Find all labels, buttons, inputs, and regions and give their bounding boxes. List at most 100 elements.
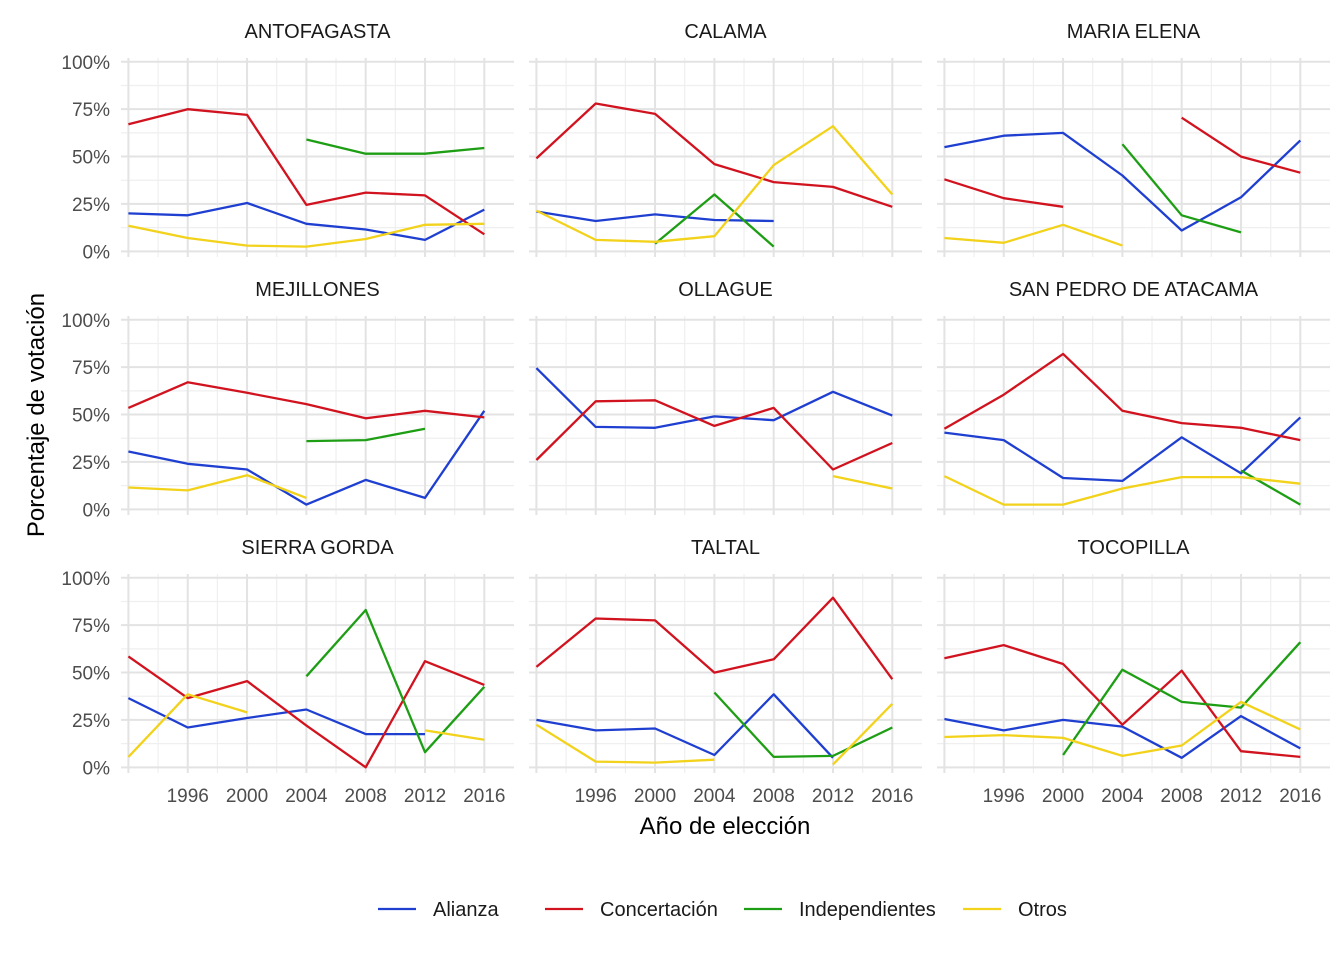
panel-maria-elena: MARIA ELENA (937, 21, 1330, 257)
series-line-independientes-antofagasta (306, 138, 485, 155)
series-line-concertacion-ollague (535, 399, 893, 471)
x-tick-label: 2016 (871, 786, 913, 807)
series-line-alianza-maria-elena (944, 131, 1302, 232)
panel-ollague: OLLAGUE (529, 279, 922, 515)
series-line-concertacion-maria-elena (1181, 116, 1301, 174)
series-line-otros-taltal (535, 723, 715, 764)
series-line-concertacion-mejillones (127, 381, 485, 420)
y-tick-label: 25% (72, 453, 110, 474)
series-line-concertacion-san-pedro-de-atacama (943, 352, 1301, 442)
series-line-otros-antofagasta (128, 222, 485, 248)
y-tick-label: 50% (72, 664, 110, 685)
legend-label-independientes: Independientes (799, 899, 936, 921)
series-line-alianza-tocopilla (944, 714, 1301, 759)
x-tick-label: 2008 (753, 786, 795, 807)
panel-title-ollague: OLLAGUE (678, 279, 772, 301)
panel-title-taltal: TALTAL (691, 537, 760, 559)
series-line-concertacion-calama (535, 102, 893, 208)
x-tick-label: 2004 (1101, 786, 1144, 807)
series-line-otros-mejillones (128, 474, 307, 499)
x-tick-label: 2004 (285, 786, 328, 807)
panels-layer: ANTOFAGASTA 0% 25% 50% 75% 100% CALAMA MARIA EL… (61, 21, 1330, 807)
series-line-independientes-san-pedro-de-atacama (1240, 469, 1301, 506)
series-line-alianza-calama (536, 210, 774, 223)
legend-item-otros: Otros (963, 899, 1067, 921)
y-tick-label: 25% (72, 711, 110, 732)
panel-calama: CALAMA (529, 21, 922, 257)
panel-title-san-pedro-de-atacama: SAN PEDRO DE ATACAMA (1009, 279, 1259, 301)
y-tick-label: 100% (61, 53, 110, 74)
x-tick-label: 2000 (226, 786, 268, 807)
series-line-otros-maria-elena (944, 223, 1123, 247)
panel-mejillones: MEJILLONES 0% 25% 50% 75% 100% (61, 279, 514, 521)
legend-item-independientes: Independientes (744, 899, 936, 921)
x-axis-title: Año de elección (640, 813, 811, 840)
y-tick-label: 100% (61, 569, 110, 590)
x-tick-label: 1996 (167, 786, 209, 807)
x-tick-label: 1996 (575, 786, 617, 807)
legend-label-alianza: Alianza (433, 899, 499, 921)
x-tick-label: 2000 (634, 786, 676, 807)
series-line-concertacion-taltal (535, 596, 894, 680)
series-line-concertacion-antofagasta (128, 108, 485, 236)
panel-title-tocopilla: TOCOPILLA (1078, 537, 1191, 559)
y-tick-label: 0% (83, 758, 111, 779)
series-line-alianza-mejillones (128, 410, 486, 506)
panel-title-antofagasta: ANTOFAGASTA (245, 21, 392, 43)
series-line-independientes-mejillones (306, 427, 426, 443)
series-line-alianza-taltal (536, 693, 834, 759)
series-line-independientes-taltal (713, 691, 893, 759)
y-tick-label: 75% (72, 100, 110, 121)
series-line-independientes-sierra-gorda (305, 608, 486, 754)
series-line-otros-calama (535, 125, 894, 243)
series-line-independientes-calama (654, 193, 775, 248)
panel-tocopilla: TOCOPILLA 1996 2000 2004 2008 2012 2016 (937, 537, 1330, 807)
panel-antofagasta: ANTOFAGASTA 0% 25% 50% 75% 100% (61, 21, 514, 263)
panel-title-sierra-gorda: SIERRA GORDA (241, 537, 394, 559)
series-line-concertacion-sierra-gorda (127, 655, 485, 769)
x-tick-label: 2016 (1279, 786, 1321, 807)
y-tick-label: 25% (72, 195, 110, 216)
panel-taltal: TALTAL 1996 2000 2004 2008 2012 2016 (529, 537, 922, 807)
series-line-otros-tocopilla (944, 700, 1301, 758)
x-tick-label: 2012 (1220, 786, 1262, 807)
panel-title-mejillones: MEJILLONES (255, 279, 379, 301)
legend-item-alianza: Alianza (378, 899, 499, 921)
x-tick-label: 1996 (983, 786, 1025, 807)
series-line-alianza-ollague (535, 367, 893, 429)
panel-title-calama: CALAMA (684, 21, 767, 43)
series-line-independientes-maria-elena (1121, 143, 1242, 234)
y-tick-label: 50% (72, 148, 110, 169)
y-tick-label: 0% (83, 242, 111, 263)
x-tick-label: 2008 (345, 786, 387, 807)
panel-san-pedro-de-atacama: SAN PEDRO DE ATACAMA (937, 279, 1330, 515)
x-tick-label: 2008 (1161, 786, 1203, 807)
x-tick-label: 2000 (1042, 786, 1084, 807)
series-line-concertacion-tocopilla (944, 643, 1301, 759)
y-tick-label: 50% (72, 406, 110, 427)
series-line-alianza-sierra-gorda (127, 697, 425, 736)
y-axis-title: Porcentaje de votación (23, 293, 50, 537)
panel-title-maria-elena: MARIA ELENA (1067, 21, 1201, 43)
series-line-concertacion-maria-elena (944, 178, 1064, 208)
y-tick-label: 0% (83, 500, 111, 521)
series-line-otros-sierra-gorda (127, 693, 248, 758)
y-tick-label: 100% (61, 311, 110, 332)
legend: Alianza Concertación Independientes Otros (378, 899, 1067, 921)
series-line-otros-taltal (832, 702, 894, 766)
y-tick-label: 75% (72, 358, 110, 379)
series-line-otros-san-pedro-de-atacama (943, 475, 1301, 506)
x-tick-label: 2016 (463, 786, 505, 807)
series-line-alianza-san-pedro-de-atacama (944, 416, 1302, 483)
x-tick-label: 2012 (812, 786, 854, 807)
y-tick-label: 75% (72, 616, 110, 637)
x-tick-label: 2012 (404, 786, 446, 807)
series-line-alianza-antofagasta (128, 201, 485, 242)
x-tick-label: 2004 (693, 786, 736, 807)
legend-item-concertacion: Concertación (545, 899, 718, 921)
panel-sierra-gorda: SIERRA GORDA 0% 25% 50% 75% 100% 1996 2000 2004 2… (61, 537, 514, 807)
series-line-otros-sierra-gorda (424, 729, 485, 741)
series-line-otros-ollague (832, 474, 893, 490)
